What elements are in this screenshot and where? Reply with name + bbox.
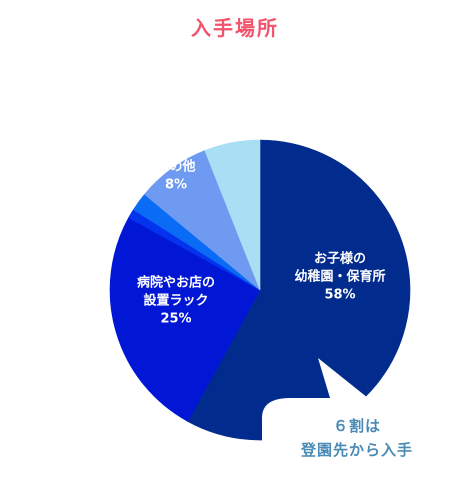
callout-line-2: 登園先から入手 — [300, 441, 413, 459]
slice-label-1-line-1: 設置ラック — [143, 293, 208, 309]
callout-bubble — [262, 358, 460, 474]
slice-value-label-1: 25% — [160, 312, 191, 327]
slice-label-1-line-0: 病院やお店の — [137, 275, 215, 291]
slice-value-label-4: 8% — [165, 178, 187, 193]
slice-label-0-line-1: 幼稚園・保育所 — [294, 269, 385, 285]
callout-shape — [262, 358, 460, 474]
pie-slice-5 — [204, 139, 261, 291]
callout-text: ６割は 登園先から入手 — [262, 414, 452, 462]
pie-slices — [109, 139, 411, 441]
slice-value-label-0: 58% — [324, 288, 355, 303]
slice-label-4-line-0: その他 — [156, 159, 195, 175]
slice-label-0-line-0: お子様の — [314, 251, 366, 267]
callout-line-1: ６割は — [332, 417, 381, 435]
chart-title: 入手場所 — [191, 16, 279, 40]
pie-slice-1 — [109, 217, 261, 422]
